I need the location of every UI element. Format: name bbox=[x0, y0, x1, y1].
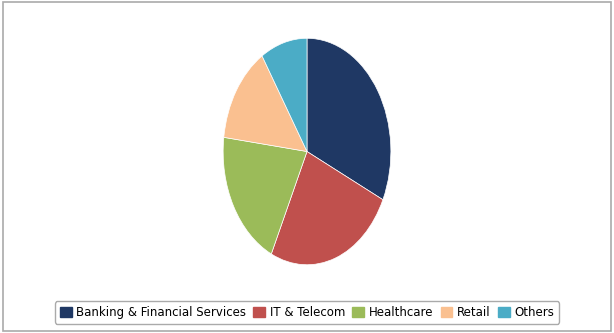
Wedge shape bbox=[271, 152, 383, 265]
Wedge shape bbox=[307, 38, 391, 200]
Wedge shape bbox=[262, 38, 307, 152]
Wedge shape bbox=[223, 56, 307, 152]
Legend: Banking & Financial Services, IT & Telecom, Healthcare, Retail, Others: Banking & Financial Services, IT & Telec… bbox=[55, 301, 559, 324]
Wedge shape bbox=[223, 137, 307, 254]
